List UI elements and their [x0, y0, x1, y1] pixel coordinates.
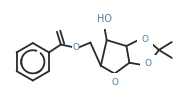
Text: O: O	[72, 43, 79, 52]
Text: O: O	[142, 35, 149, 44]
Text: O: O	[111, 78, 118, 87]
Text: O: O	[145, 59, 152, 68]
Text: HO: HO	[97, 14, 112, 24]
